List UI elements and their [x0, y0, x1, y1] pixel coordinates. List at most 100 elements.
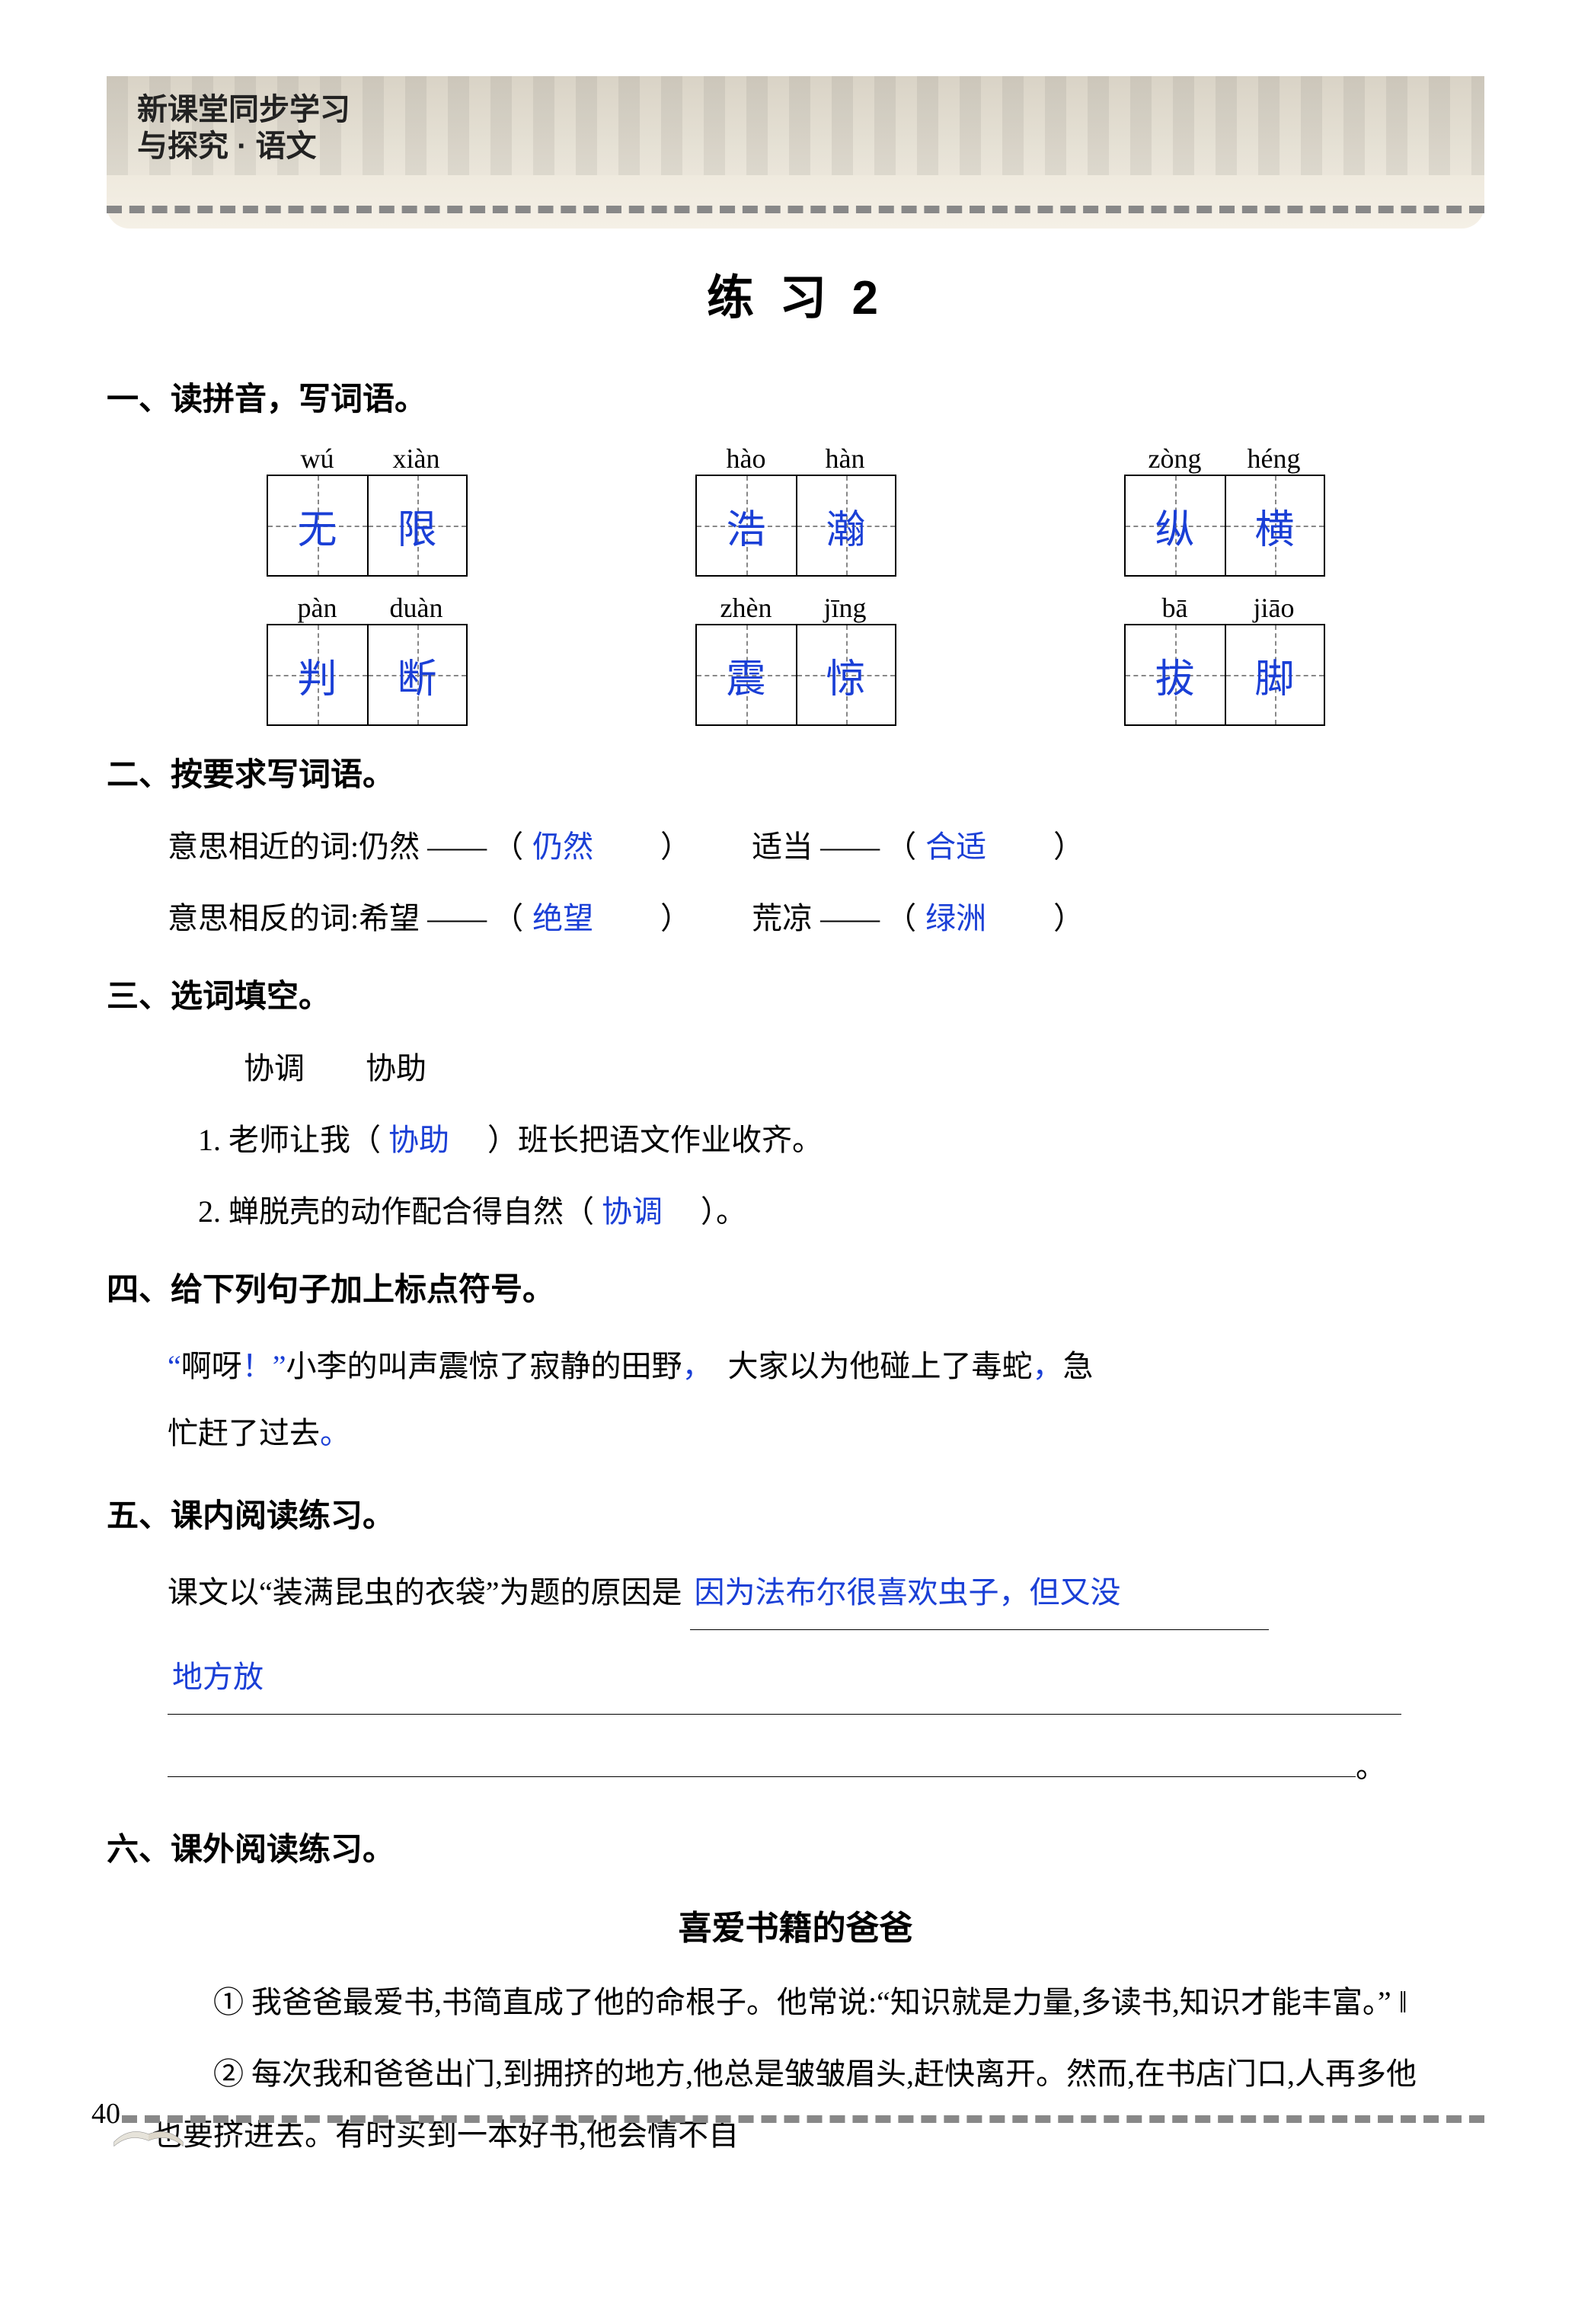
pinyin-label: wú: [268, 443, 367, 475]
q5-answer-line2[interactable]: 地方放: [168, 1644, 1401, 1715]
pinyin-block: hào hàn 浩 瀚: [695, 443, 896, 577]
story-para-2: ② 每次我和爸爸出门,到拥挤的地方,他总是皱皱眉头,赶快离开。然而,在书店门口,…: [152, 2044, 1439, 2166]
pinyin-label: hào: [697, 443, 796, 475]
char-answer: 脚: [1254, 647, 1294, 704]
close-paren: ）: [1053, 890, 1084, 948]
pinyin-block: wú xiàn 无 限: [267, 443, 468, 577]
q5-period: 。: [1356, 1750, 1386, 1784]
ant-word: 荒凉: [752, 890, 813, 948]
pinyin-block: bā jiāo 拔 脚: [1124, 592, 1325, 726]
answer-syn-2[interactable]: 合适: [916, 818, 1053, 876]
open-paren: （: [493, 890, 523, 948]
char-cell[interactable]: 断: [367, 625, 466, 724]
q5-line3: 。: [168, 1728, 1484, 1801]
char-cell[interactable]: 浩: [697, 476, 796, 575]
char-cell[interactable]: 震: [697, 625, 796, 724]
pinyin-label: duàn: [367, 592, 466, 624]
open-paren: （: [886, 890, 916, 948]
header-banner: 新课堂同步学习 与探究 · 语文: [107, 76, 1484, 229]
section4-heading: 四、给下列句子加上标点符号。: [107, 1264, 1484, 1310]
section6-heading: 六、课外阅读练习。: [107, 1824, 1484, 1870]
char-answer: 纵: [1155, 497, 1194, 555]
section1-heading: 一、读拼音，写词语。: [107, 373, 1484, 420]
syn-label: 意思相近的词:仍然: [168, 818, 420, 876]
punct-period[interactable]: 。: [320, 1416, 350, 1450]
char-cell[interactable]: 无: [268, 476, 367, 575]
punct-comma[interactable]: ，: [682, 1349, 698, 1383]
section3-heading: 三、选词填空。: [107, 970, 1484, 1017]
char-cell[interactable]: 拔: [1126, 625, 1225, 724]
char-answer: 无: [297, 497, 337, 555]
story-title: 喜爱书籍的爸爸: [107, 1900, 1484, 1949]
pinyin-block: zòng héng 纵 横: [1124, 443, 1325, 577]
section5-heading: 五、课内阅读练习。: [107, 1490, 1484, 1536]
q3-1: 1. 老师让我（ 协助 ）班长把语文作业收齐。: [198, 1111, 1484, 1169]
page-title: 练 习 2: [107, 259, 1484, 328]
q3-2-answer[interactable]: 协调: [602, 1183, 693, 1241]
series-title-line2: 与探究 · 语文: [137, 128, 350, 165]
char-answer: 判: [297, 647, 337, 704]
char-cell[interactable]: 判: [268, 625, 367, 724]
pinyin-label: hàn: [796, 443, 895, 475]
char-cell[interactable]: 脚: [1225, 625, 1324, 724]
dash: ——: [427, 890, 485, 948]
book-icon: [107, 2104, 190, 2161]
answer-ant-1[interactable]: 绝望: [523, 890, 660, 948]
char-answer: 震: [726, 647, 765, 704]
char-cell[interactable]: 纵: [1126, 476, 1225, 575]
punct-open-quote[interactable]: “: [168, 1349, 181, 1383]
answer-syn-1[interactable]: 仍然: [523, 818, 660, 876]
pinyin-label: bā: [1126, 592, 1225, 624]
open-paren: （: [493, 818, 523, 876]
char-answer: 断: [397, 647, 436, 704]
syn-word: 适当: [752, 818, 813, 876]
q3-1-post: ）班长把语文作业收齐。: [487, 1123, 823, 1157]
dash: ——: [427, 818, 485, 876]
pinyin-label: héng: [1225, 443, 1324, 475]
q3-1-answer[interactable]: 协助: [388, 1111, 480, 1169]
punct-close-quote[interactable]: ”: [273, 1349, 286, 1383]
pinyin-block: zhèn jīng 震 惊: [695, 592, 896, 726]
char-cell[interactable]: 横: [1225, 476, 1324, 575]
punct-excl[interactable]: ！: [242, 1349, 273, 1383]
q4-frag5: 忙赶了过去: [168, 1416, 320, 1450]
series-title: 新课堂同步学习 与探究 · 语文: [137, 91, 350, 165]
worksheet-page: 新课堂同步学习 与探究 · 语文 练 习 2 一、读拼音，写词语。 wú xià…: [0, 0, 1591, 2237]
q3-2-pre: 2. 蝉脱壳的动作配合得自然（: [198, 1194, 594, 1229]
pinyin-label: zhèn: [697, 592, 796, 624]
q5-line2: 地方放: [168, 1644, 1484, 1715]
char-cell[interactable]: 惊: [796, 625, 895, 724]
section2-heading: 二、按要求写词语。: [107, 749, 1484, 795]
char-answer: 限: [397, 497, 436, 555]
char-answer: 横: [1254, 497, 1294, 555]
q5-blank-line[interactable]: [168, 1728, 1356, 1777]
pinyin-label: jiāo: [1225, 592, 1324, 624]
header-dash-line: [107, 206, 1484, 213]
char-cell[interactable]: 限: [367, 476, 466, 575]
q4-sentence: “啊呀！”小李的叫声震惊了寂静的田野， 大家以为他碰上了毒蛇，急忙赶了过去。: [168, 1333, 1484, 1467]
q4-frag3: 大家以为他碰上了毒蛇: [728, 1349, 1033, 1383]
open-paren: （: [886, 818, 916, 876]
close-paren: ）: [1053, 818, 1084, 876]
char-cell[interactable]: 瀚: [796, 476, 895, 575]
dash: ——: [820, 818, 878, 876]
answer-ant-2[interactable]: 绿洲: [916, 890, 1053, 948]
pinyin-label: pàn: [268, 592, 367, 624]
pinyin-block: pàn duàn 判 断: [267, 592, 468, 726]
punct-comma[interactable]: ，: [1033, 1349, 1063, 1383]
dash: ——: [820, 890, 878, 948]
pinyin-row-2: pàn duàn 判 断 zhèn jīng 震 惊 bā jiāo: [107, 592, 1484, 726]
pinyin-label: jīng: [796, 592, 895, 624]
q3-2: 2. 蝉脱壳的动作配合得自然（ 协调 ）。: [198, 1183, 1484, 1241]
q5-answer-line1[interactable]: 因为法布尔很喜欢虫子，但又没: [690, 1559, 1269, 1630]
q4-frag1: 啊呀: [181, 1349, 242, 1383]
q4-frag4: 急: [1063, 1349, 1094, 1383]
story-para-1: ① 我爸爸最爱书,书简直成了他的命根子。他常说:“知识就是力量,多读书,知识才能…: [152, 1972, 1439, 2033]
close-paren: ）: [660, 890, 691, 948]
word-options: 协调 协助: [244, 1040, 1484, 1098]
footer-dash-line: [122, 2115, 1484, 2123]
pinyin-label: zòng: [1126, 443, 1225, 475]
q5-prompt: 课文以“装满昆虫的衣袋”为题的原因是: [168, 1575, 682, 1610]
series-title-line1: 新课堂同步学习: [137, 91, 350, 128]
q4-space: [698, 1349, 728, 1383]
